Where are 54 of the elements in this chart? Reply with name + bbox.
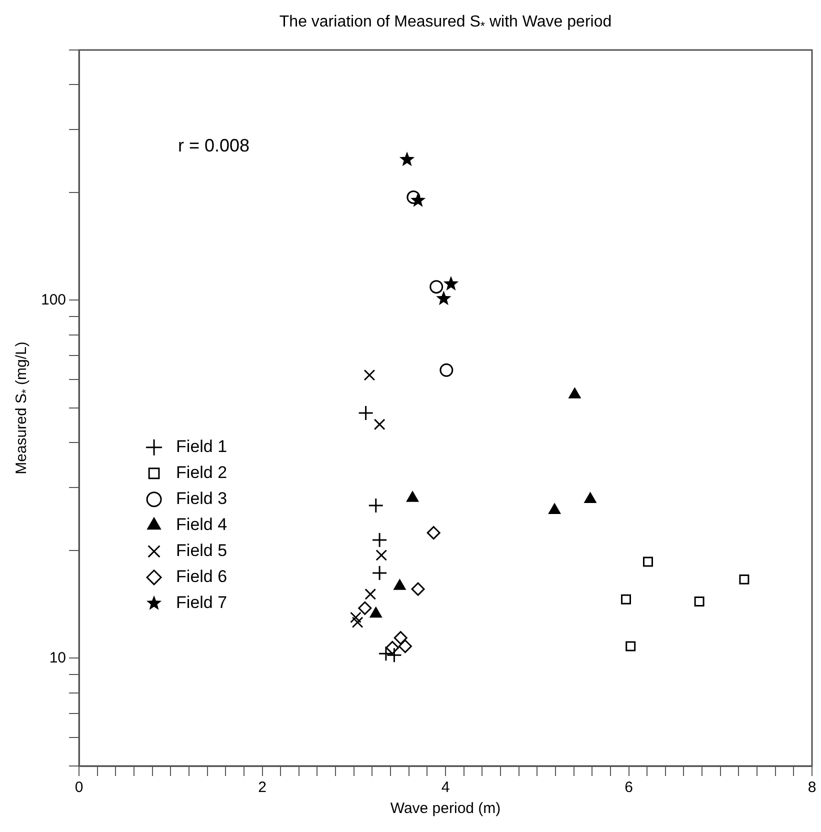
point <box>443 276 459 290</box>
point <box>350 612 362 624</box>
point <box>548 504 560 514</box>
point <box>398 640 412 654</box>
point <box>436 290 452 306</box>
point <box>411 582 425 596</box>
legend-label: Field 6 <box>176 567 228 586</box>
point <box>410 192 426 207</box>
legend-label: Field 4 <box>176 515 228 534</box>
legend-label: Field 7 <box>176 593 228 612</box>
point <box>394 631 408 645</box>
point <box>374 418 386 430</box>
point <box>364 588 376 600</box>
point <box>406 491 418 502</box>
legend-label: Field 5 <box>176 541 228 560</box>
point <box>440 363 454 377</box>
point <box>358 405 374 421</box>
point <box>584 492 596 504</box>
x-axis-title: Wave period (m) <box>390 800 501 818</box>
x-tick-label: 2 <box>258 779 266 796</box>
legend-label: Field 1 <box>176 437 228 456</box>
point <box>694 596 704 607</box>
point <box>394 579 406 590</box>
point <box>368 498 384 514</box>
point <box>386 647 402 663</box>
point <box>372 532 388 548</box>
point <box>568 388 581 398</box>
point <box>430 280 444 294</box>
point <box>621 594 631 604</box>
legend-label: Field 2 <box>176 463 228 482</box>
point <box>358 601 372 615</box>
point <box>426 526 440 540</box>
annotation: r = 0.008 <box>178 136 250 156</box>
point <box>386 640 400 654</box>
point <box>370 607 382 618</box>
point <box>626 641 636 652</box>
x-tick-label: 8 <box>808 779 816 796</box>
point <box>372 565 388 581</box>
point <box>378 646 394 662</box>
x-tick-label: 0 <box>74 779 84 796</box>
point <box>364 369 376 381</box>
y-tick-label: 100 <box>40 291 66 308</box>
chart-title: The variation of Measured S* with Wave period <box>279 13 612 34</box>
point <box>406 190 420 204</box>
y-axis-title: Measured S* (mg/L) <box>13 342 33 474</box>
legend-label: Field 3 <box>176 489 228 508</box>
x-tick-label: 6 <box>624 779 633 796</box>
point <box>352 616 364 628</box>
point <box>739 574 750 584</box>
point <box>399 152 415 166</box>
point <box>376 550 388 561</box>
x-tick-label: 4 <box>441 779 450 796</box>
y-tick-label: 10 <box>49 649 66 666</box>
point <box>643 556 653 567</box>
